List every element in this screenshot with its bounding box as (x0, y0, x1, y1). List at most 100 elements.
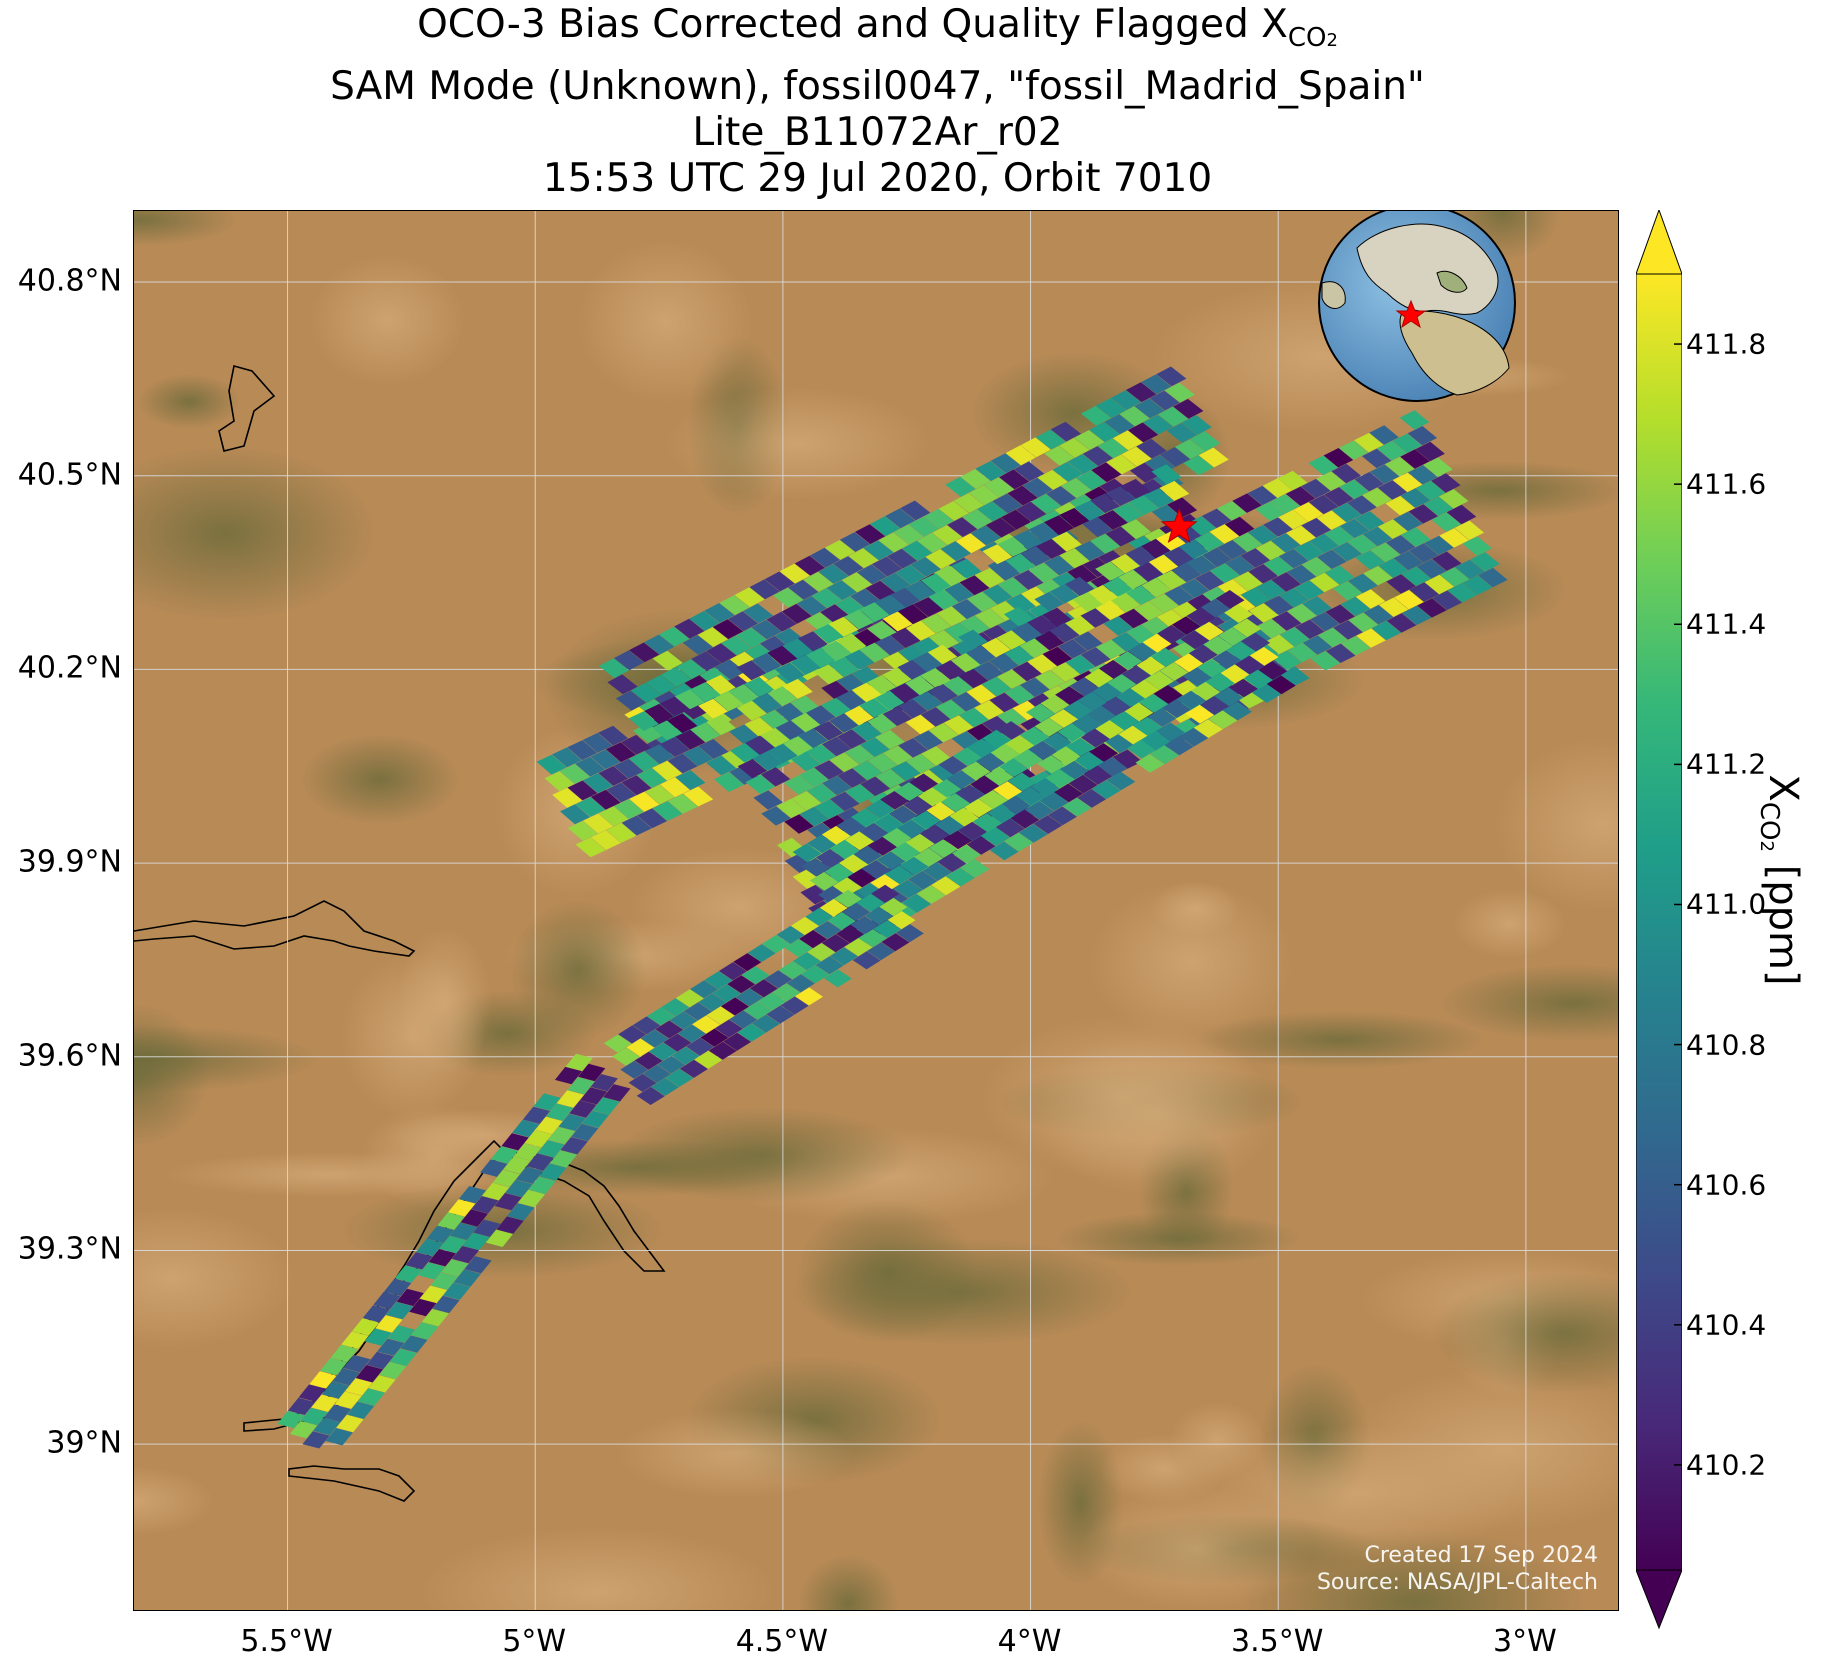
xco2-sounding-cell (799, 767, 829, 788)
xco2-sounding-cell (1164, 736, 1194, 756)
xco2-sounding-cell (841, 572, 872, 593)
xco2-sounding-cell (705, 674, 736, 695)
xco2-sounding-cell (1200, 598, 1230, 618)
terrain-patch (617, 1409, 854, 1499)
xco2-sounding-cell (1363, 566, 1393, 586)
xco2-sounding-cell (1045, 769, 1075, 788)
xco2-sounding-cell (1180, 630, 1210, 650)
xco2-sounding-cell (690, 980, 719, 999)
xco2-sounding-cell (1309, 533, 1339, 554)
xco2-sounding-cell (801, 965, 830, 984)
xco2-sounding-cell (1143, 488, 1174, 509)
xco2-sounding-cell (821, 736, 852, 757)
xco2-sounding-cell (1004, 832, 1034, 852)
xco2-sounding-cell (826, 580, 857, 601)
xco2-sounding-cell (1363, 605, 1394, 625)
xco2-sounding-cell (1074, 500, 1105, 521)
xco2-sounding-cell (377, 1338, 405, 1356)
xco2-sounding-cell (749, 579, 780, 600)
terrain-patch (1089, 880, 1294, 1043)
xco2-sounding-cell (1415, 441, 1445, 462)
xco2-sounding-cell (1046, 486, 1077, 506)
xco2-sounding-cell (1278, 548, 1309, 569)
xco2-sounding-cell (1248, 603, 1279, 623)
xco2-sounding-cell (1086, 705, 1116, 725)
xco2-sounding-cell (952, 844, 981, 864)
xco2-sounding-cell (989, 692, 1020, 713)
xco2-sounding-cell (582, 732, 613, 753)
xco2-sounding-cell (1310, 651, 1341, 671)
xco2-sounding-cell (1005, 553, 1036, 574)
xco2-sounding-cell (882, 667, 912, 687)
xco2-sounding-cell (665, 1068, 694, 1087)
xco2-sounding-cell (632, 1016, 661, 1035)
xco2-sounding-cell (888, 805, 918, 824)
xco2-sounding-cell (1089, 422, 1120, 442)
xco2-sounding-cell (1104, 733, 1135, 754)
xco2-sounding-cell (1111, 390, 1142, 410)
xco2-sounding-cell (1371, 620, 1402, 641)
xco2-sounding-cell (1141, 577, 1171, 598)
xco2-sounding-cell (1393, 550, 1424, 571)
xco2-sounding-cell (882, 828, 912, 847)
xco2-sounding-cell (966, 836, 996, 855)
xco2-sounding-cell (936, 699, 966, 719)
xco2-sounding-cell (1212, 650, 1241, 669)
xco2-sounding-cell (1209, 524, 1240, 544)
xco2-sounding-cell (1066, 737, 1096, 757)
xco2-sounding-cell (1072, 592, 1103, 612)
xco2-sounding-cell (1190, 431, 1221, 452)
xco2-sounding-cell (320, 1358, 348, 1376)
xco2-sounding-cell (1044, 555, 1075, 576)
terrain-patch (418, 1527, 777, 1610)
xco2-sounding-cell (736, 660, 767, 681)
xco2-sounding-cell (974, 700, 1004, 720)
xco2-sounding-cell (537, 1140, 565, 1158)
xco2-sounding-cell (745, 735, 775, 755)
xco2-sounding-cell (1255, 501, 1285, 522)
xco2-sounding-cell (621, 775, 652, 796)
xco2-sounding-cell (352, 1318, 380, 1336)
xco2-sounding-cell (1393, 511, 1423, 532)
xco2-soundings (277, 366, 1508, 1449)
xco2-sounding-cell (1176, 690, 1206, 710)
xco2-sounding-cell (1074, 751, 1104, 771)
xco2-sounding-cell (667, 753, 698, 774)
xco2-sounding-cell (652, 760, 683, 781)
xco2-sounding-cell (788, 579, 819, 600)
terrain-patch (137, 373, 241, 430)
xco2-sounding-cell (1036, 539, 1067, 559)
xco2-sounding-cell (1040, 694, 1070, 714)
xco2-sounding-cell (1309, 572, 1340, 593)
map-canvas[interactable] (134, 211, 1619, 1611)
xco2-sounding-cell (880, 791, 910, 810)
xco2-sounding-cell (1317, 549, 1347, 569)
xco2-sounding-cell (1153, 685, 1183, 704)
xco2-sounding-cell (981, 637, 1011, 658)
xco2-sounding-cell (1028, 562, 1059, 583)
xco2-sounding-cell (1035, 429, 1066, 450)
terrain-patch (1099, 1434, 1228, 1504)
xco2-sounding-cell (955, 784, 985, 804)
xco2-sounding-cell (683, 786, 714, 807)
latitude-tick-label: 40.2°N (17, 650, 122, 686)
xco2-sounding-cell (751, 1014, 780, 1033)
xco2-sounding-cell (1042, 607, 1072, 627)
xco2-sounding-cell (903, 796, 933, 816)
xco2-sounding-cell (821, 825, 851, 845)
xco2-sounding-cell (612, 1047, 640, 1066)
xco2-sounding-cell (1462, 575, 1493, 595)
xco2-sounding-cell (539, 1163, 567, 1181)
xco2-sounding-cell (813, 664, 844, 685)
map-panel[interactable]: Created 17 Sep 2024 Source: NASA/JPL-Cal… (133, 210, 1619, 1611)
xco2-sounding-cell (829, 752, 860, 772)
xco2-sounding-cell (567, 1077, 595, 1095)
xco2-sounding-cell (1062, 797, 1092, 817)
xco2-sounding-cell (790, 712, 821, 733)
terrain-patch (509, 899, 647, 1041)
xco2-sounding-cell (1121, 446, 1152, 467)
xco2-sounding-cell (1004, 646, 1034, 666)
xco2-sounding-cell (661, 667, 692, 687)
xco2-sounding-cell (729, 724, 760, 745)
latitude-tick-label: 39.6°N (17, 1038, 122, 1074)
